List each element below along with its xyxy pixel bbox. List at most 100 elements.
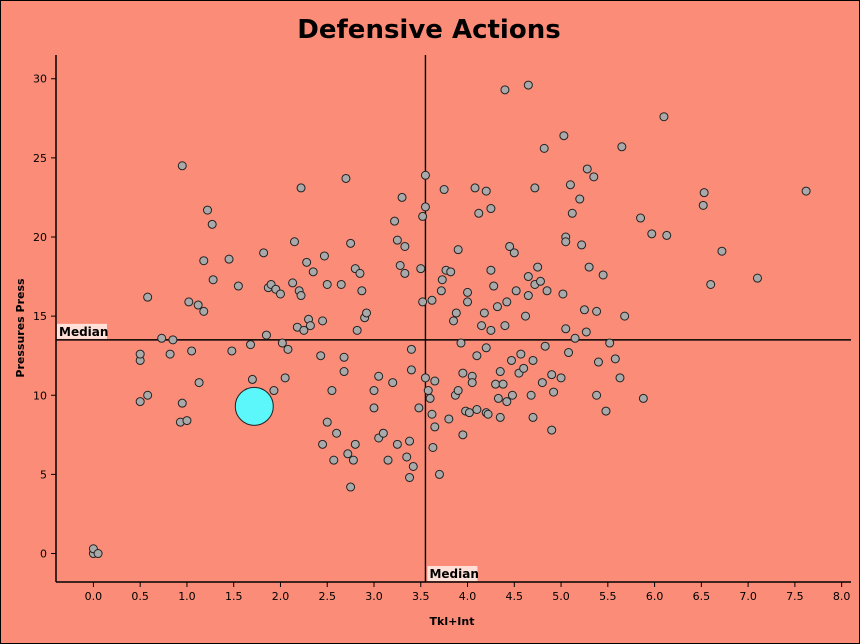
plot-area xyxy=(55,55,851,583)
data-point xyxy=(706,279,716,289)
data-point xyxy=(199,256,209,266)
data-point xyxy=(662,230,672,240)
data-point xyxy=(579,305,589,315)
data-point xyxy=(495,367,505,377)
data-point xyxy=(523,272,533,282)
data-point xyxy=(233,281,243,291)
data-point xyxy=(523,80,533,90)
data-point xyxy=(184,297,194,307)
data-point xyxy=(491,379,501,389)
data-point xyxy=(165,349,175,359)
data-point xyxy=(636,213,646,223)
data-point xyxy=(327,386,337,396)
data-point xyxy=(526,390,536,400)
data-point xyxy=(502,397,512,407)
x-tick-label: 6.0 xyxy=(646,590,664,603)
data-point xyxy=(467,378,477,388)
data-point xyxy=(458,368,468,378)
data-point xyxy=(318,439,328,449)
data-point xyxy=(801,186,811,196)
data-point xyxy=(400,268,410,278)
data-point xyxy=(434,469,444,479)
data-point xyxy=(535,276,545,286)
highlighted-player xyxy=(234,386,274,426)
data-point xyxy=(143,292,153,302)
x-tick-label: 5.0 xyxy=(552,590,570,603)
data-point xyxy=(486,325,496,335)
data-point xyxy=(194,378,204,388)
data-point xyxy=(615,373,625,383)
data-point xyxy=(507,390,517,400)
median-lines xyxy=(56,55,851,582)
data-point xyxy=(420,170,430,180)
data-point xyxy=(617,142,627,152)
data-point xyxy=(362,308,372,318)
data-point xyxy=(717,246,727,256)
data-point xyxy=(369,403,379,413)
data-point xyxy=(296,291,306,301)
data-point xyxy=(540,341,550,351)
data-point xyxy=(489,281,499,291)
y-tick-label: 10 xyxy=(33,389,47,402)
data-point xyxy=(269,386,279,396)
data-point xyxy=(414,403,424,413)
data-point xyxy=(388,378,398,388)
data-point xyxy=(542,286,552,296)
data-point xyxy=(308,267,318,277)
data-point xyxy=(405,436,415,446)
data-point xyxy=(390,216,400,226)
data-point xyxy=(593,357,603,367)
data-point xyxy=(521,311,531,321)
data-point xyxy=(509,248,519,258)
median-labels: Median Median xyxy=(57,323,479,581)
data-point xyxy=(582,164,592,174)
data-point xyxy=(261,330,271,340)
highlight-point xyxy=(234,386,274,426)
data-point xyxy=(533,262,543,272)
data-point xyxy=(699,188,709,198)
data-point xyxy=(505,241,515,251)
data-point xyxy=(453,386,463,396)
data-point xyxy=(620,311,630,321)
data-point xyxy=(474,208,484,218)
data-point xyxy=(698,200,708,210)
data-point xyxy=(423,386,433,396)
data-point xyxy=(647,229,657,239)
y-tick-label: 15 xyxy=(33,310,47,323)
x-tick-label: 0.5 xyxy=(131,590,149,603)
data-point xyxy=(224,254,234,264)
x-tick-label: 3.0 xyxy=(365,590,383,603)
data-point xyxy=(516,349,526,359)
data-point xyxy=(346,482,356,492)
data-point xyxy=(406,344,416,354)
data-point xyxy=(392,235,402,245)
data-point xyxy=(451,308,461,318)
data-point xyxy=(322,417,332,427)
data-point xyxy=(288,278,298,288)
data-point xyxy=(322,279,332,289)
data-point xyxy=(247,374,257,384)
data-point xyxy=(472,404,482,414)
data-point xyxy=(135,397,145,407)
data-point xyxy=(207,219,217,229)
y-tick-label: 5 xyxy=(40,468,47,481)
data-point xyxy=(561,324,571,334)
y-axis-ticks: 0 5 10 15 20 25 30 xyxy=(33,73,56,561)
data-point xyxy=(638,393,648,403)
data-point xyxy=(567,208,577,218)
data-point xyxy=(463,297,473,307)
data-point xyxy=(428,442,438,452)
data-point xyxy=(208,275,218,285)
x-axis-label: Tkl+Int xyxy=(430,615,475,628)
data-point xyxy=(477,321,487,331)
data-point xyxy=(486,265,496,275)
data-point xyxy=(341,173,351,183)
median-y-label-box xyxy=(57,323,107,339)
data-point xyxy=(528,355,538,365)
data-point xyxy=(343,449,353,459)
data-point xyxy=(203,205,213,215)
data-point xyxy=(430,376,440,386)
data-point xyxy=(556,373,566,383)
